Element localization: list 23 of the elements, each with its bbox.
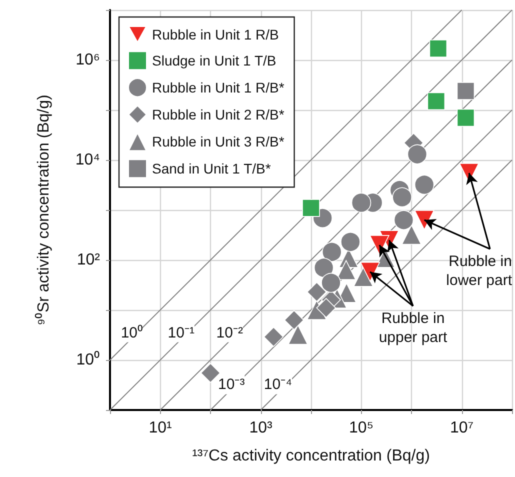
y-tick-label: 10⁴ xyxy=(75,152,100,168)
annotation: Rubble in lower part xyxy=(446,253,513,289)
legend-label: Rubble in Unit 1 R/B* xyxy=(152,80,285,96)
x-tick-label: 10¹ xyxy=(148,420,172,436)
legend-label: Rubble in Unit 2 R/B* xyxy=(152,106,285,123)
y-tick-label: 10² xyxy=(76,252,101,268)
annotation: 10⁻⁴ xyxy=(264,376,292,394)
legend-label: Rubble in Unit 1 R/B xyxy=(152,26,279,43)
y-tick-label: 10⁰ xyxy=(76,350,100,368)
x-tick-label: 10³ xyxy=(249,420,273,436)
x-axis-title: ¹³⁷Cs activity concentration (Bq/g) xyxy=(192,448,430,464)
annotation: 10⁻² xyxy=(216,324,243,342)
legend-label: Rubble in Unit 3 R/B* xyxy=(152,134,285,150)
y-axis-title: ⁹⁰Sr activity concentration (Bq/g) xyxy=(34,94,52,326)
y-tick-label: 10⁶ xyxy=(76,52,100,68)
annotation: Rubble in upper part xyxy=(378,310,448,346)
x-tick-label: 10⁷ xyxy=(450,420,474,436)
annotation: 10⁻³ xyxy=(218,376,245,394)
x-tick-label: 10⁵ xyxy=(349,420,374,436)
annotation: 10⁻¹ xyxy=(168,324,194,342)
legend-label: Sand in Unit 1 T/B* xyxy=(152,160,272,177)
annotation: 10⁰ xyxy=(120,324,143,342)
legend-label: Sludge in Unit 1 T/B xyxy=(152,52,276,69)
